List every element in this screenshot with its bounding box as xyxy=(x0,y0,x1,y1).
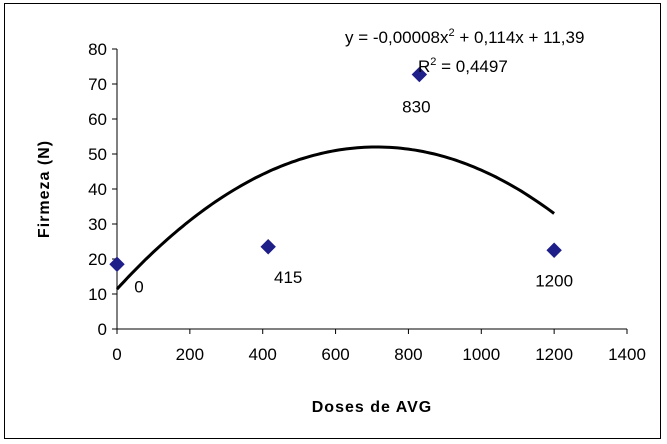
x-tick-label: 800 xyxy=(394,345,422,364)
x-tick-label: 0 xyxy=(112,345,121,364)
x-tick-label: 1400 xyxy=(608,345,646,364)
data-point-label: 830 xyxy=(402,98,430,117)
x-ticks: 0 200 400 600 800 1000 1200 1400 xyxy=(112,329,646,364)
data-point-label: 1200 xyxy=(535,271,573,290)
y-tick-label: 0 xyxy=(98,320,107,339)
y-tick-label: 30 xyxy=(88,215,107,234)
y-tick-label: 40 xyxy=(88,180,107,199)
x-tick-label: 200 xyxy=(176,345,204,364)
x-tick-label: 1000 xyxy=(462,345,500,364)
y-axis-title: Firmeza (N) xyxy=(36,140,53,238)
data-point-marker xyxy=(109,256,125,272)
data-point-label: 415 xyxy=(274,268,302,287)
x-tick-label: 1200 xyxy=(535,345,573,364)
data-point-label: 0 xyxy=(134,277,143,296)
y-tick-label: 10 xyxy=(88,285,107,304)
x-tick-label: 600 xyxy=(321,345,349,364)
y-tick-label: 50 xyxy=(88,145,107,164)
r-squared-label: R2 = 0,4497 xyxy=(418,56,508,76)
trendline-equation: y = -0,00008x2 + 0,114x + 11,39 xyxy=(345,27,584,47)
data-point-marker xyxy=(411,66,428,83)
y-tick-label: 20 xyxy=(88,250,107,269)
data-point-marker xyxy=(260,239,276,255)
y-tick-label: 80 xyxy=(88,40,107,59)
chart-frame xyxy=(4,3,661,439)
x-axis-title: Doses de AVG xyxy=(312,399,432,416)
x-tick-label: 400 xyxy=(249,345,277,364)
y-ticks: 0 10 20 30 40 50 60 70 80 xyxy=(88,40,117,339)
trendline xyxy=(115,145,555,291)
data-point-marker xyxy=(546,242,562,258)
y-tick-label: 60 xyxy=(88,110,107,129)
y-tick-label: 70 xyxy=(88,75,107,94)
data-points: 0 415 830 1200 xyxy=(109,66,573,296)
